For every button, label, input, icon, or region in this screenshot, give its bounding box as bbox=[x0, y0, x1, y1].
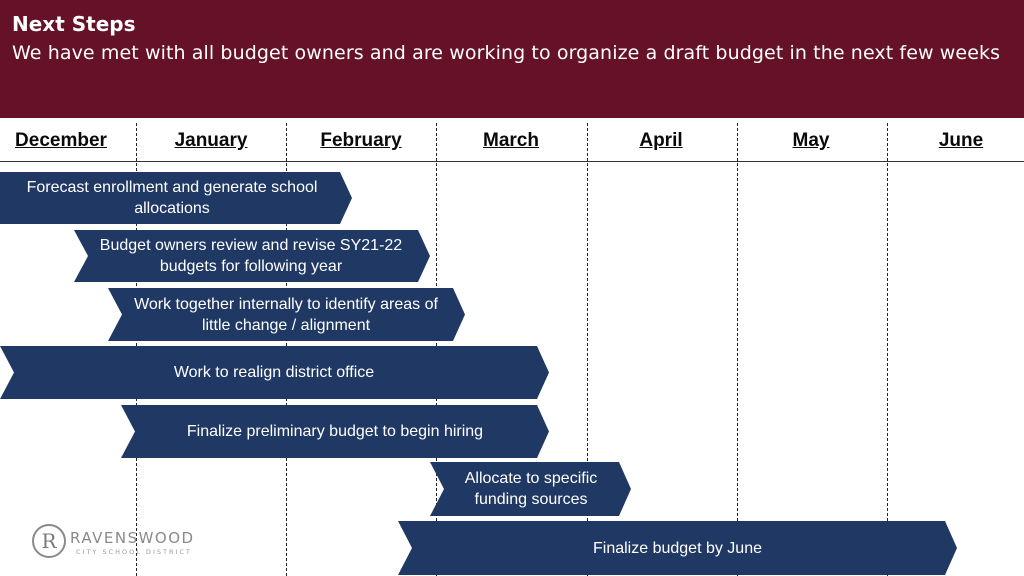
chevron-polygon bbox=[0, 172, 352, 224]
page-title: Next Steps bbox=[12, 12, 136, 36]
chevron-polygon bbox=[74, 230, 430, 282]
task-label: Forecast enrollment and generate school … bbox=[26, 179, 318, 217]
chevron-polygon bbox=[121, 405, 549, 458]
header-banner: Next Steps We have met with all budget o… bbox=[0, 0, 1024, 118]
ravenswood-logo: R RAVENSWOOD CITY SCHOOL DISTRICT bbox=[32, 524, 202, 566]
month-label: January bbox=[174, 130, 248, 151]
logo-monogram: R bbox=[32, 524, 66, 558]
month-label: March bbox=[483, 130, 539, 151]
chevron-polygon bbox=[398, 521, 957, 575]
month-label: February bbox=[320, 130, 402, 151]
task-label: Allocate to specific funding sources bbox=[464, 470, 598, 508]
logo-name: RAVENSWOOD bbox=[70, 529, 195, 547]
task-label: Work to realign district office bbox=[173, 364, 375, 381]
month-label: December bbox=[15, 130, 107, 151]
month-boundary-line bbox=[587, 123, 588, 576]
chevron-polygon bbox=[0, 346, 549, 399]
task-label: Finalize budget by June bbox=[593, 539, 762, 557]
task-label: Finalize preliminary budget to begin hir… bbox=[186, 423, 484, 440]
chevron-polygon bbox=[108, 288, 465, 341]
month-label: April bbox=[639, 130, 683, 151]
month-label: June bbox=[938, 130, 984, 151]
month-divider-line bbox=[0, 161, 1024, 162]
task-label: Work together internally to identify are… bbox=[134, 295, 438, 334]
logo-subtitle: CITY SCHOOL DISTRICT bbox=[76, 548, 192, 556]
month-boundary-line bbox=[887, 123, 888, 576]
page-subtitle: We have met with all budget owners and a… bbox=[12, 42, 1001, 64]
month-header-row: December January February March April Ma… bbox=[0, 122, 1024, 160]
month-label: May bbox=[792, 130, 830, 151]
chevron-polygon bbox=[430, 462, 631, 516]
month-boundary-line bbox=[737, 123, 738, 576]
task-label: Budget owners review and revise SY21-22 … bbox=[99, 237, 403, 275]
